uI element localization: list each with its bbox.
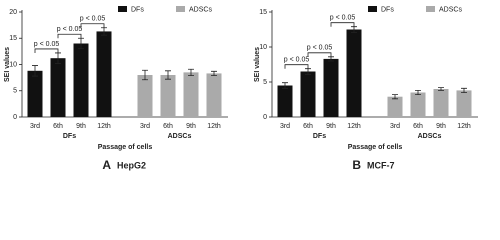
panel-letter: A (102, 158, 111, 172)
bar (206, 73, 222, 117)
legend-label: ADSCs (439, 6, 462, 13)
bar (96, 31, 112, 117)
y-tick-label: 5 (13, 88, 17, 95)
error-bar (32, 65, 38, 77)
x-tick-label: 6th (303, 123, 313, 130)
y-tick-label: 15 (9, 35, 17, 42)
x-tick-label: 6th (163, 123, 173, 130)
significance-bracket (307, 52, 332, 57)
panel-title: HepG2 (117, 160, 146, 170)
x-tick-label: 3rd (30, 123, 40, 130)
error-bar (392, 94, 398, 100)
x-tick-label: 12th (347, 123, 361, 130)
bar (346, 29, 362, 117)
y-axis-label: SEI values (254, 47, 261, 82)
bar (323, 58, 339, 117)
significance-label: p < 0.05 (57, 26, 83, 33)
y-tick-label: 5 (263, 79, 267, 86)
x-tick-label: 9th (76, 123, 86, 130)
x-tick-label: 9th (436, 123, 446, 130)
bar (183, 72, 199, 117)
x-tick-label: 9th (326, 123, 336, 130)
bar (300, 71, 316, 117)
error-bar (188, 68, 194, 76)
bar (73, 43, 89, 117)
error-bar (165, 70, 171, 80)
x-tick-label: 6th (413, 123, 423, 130)
legend-swatch (176, 6, 185, 12)
bar (27, 70, 43, 117)
bar (410, 92, 426, 117)
significance-label: p < 0.05 (284, 57, 310, 64)
error-bar (211, 70, 217, 76)
bar (456, 90, 472, 117)
significance-bracket (330, 22, 355, 27)
legend-label: DFs (381, 6, 394, 13)
group-label: DFs (313, 133, 326, 140)
figure: 0 5 10 15 20 SEI values 3rd 6th 9th 12th DFs DFs 3rd… (4, 6, 478, 172)
x-tick-label: 12th (97, 123, 111, 130)
error-bar (415, 90, 421, 95)
y-tick-label: 10 (259, 44, 267, 51)
bar (160, 75, 176, 117)
error-bar (282, 82, 288, 89)
legend-swatch (118, 6, 127, 12)
error-bar (461, 87, 467, 93)
y-tick-label: 20 (9, 9, 17, 16)
bar (50, 58, 66, 117)
error-bar (142, 69, 148, 81)
bar (277, 85, 293, 117)
significance-bracket (284, 64, 309, 69)
y-tick-label: 15 (259, 9, 267, 16)
legend-swatch (368, 6, 377, 12)
group-label: ADSCs (168, 133, 192, 140)
significance-label: p < 0.05 (307, 45, 333, 52)
x-tick-label: 3rd (140, 123, 150, 130)
y-axis-label: SEI values (4, 47, 11, 82)
panel-letter: B (352, 158, 361, 172)
group-label: ADSCs (418, 133, 442, 140)
x-tick-label: 6th (53, 123, 63, 130)
significance-bracket (80, 23, 105, 28)
y-tick-label: 0 (263, 114, 267, 121)
x-axis-label: Passage of cells (348, 144, 403, 151)
y-tick-label: 10 (9, 61, 17, 68)
x-tick-label: 3rd (390, 123, 400, 130)
y-tick-label: 0 (13, 114, 17, 121)
legend-label: ADSCs (189, 6, 212, 13)
panel-title: MCF-7 (367, 160, 395, 170)
legend-label: DFs (131, 6, 144, 13)
bar (137, 75, 153, 117)
x-tick-label: 9th (186, 123, 196, 130)
x-tick-label: 12th (207, 123, 221, 130)
legend-swatch (426, 6, 435, 12)
x-tick-label: 3rd (280, 123, 290, 130)
bar (387, 96, 403, 117)
significance-label: p < 0.05 (34, 41, 60, 48)
significance-label: p < 0.05 (80, 16, 106, 23)
x-axis-label: Passage of cells (98, 144, 153, 151)
significance-bracket (34, 48, 59, 53)
significance-label: p < 0.05 (330, 15, 356, 22)
bar (433, 89, 449, 117)
x-tick-label: 12th (457, 123, 471, 130)
error-bar (438, 87, 444, 91)
group-label: DFs (63, 133, 76, 140)
significance-bracket (57, 33, 82, 39)
